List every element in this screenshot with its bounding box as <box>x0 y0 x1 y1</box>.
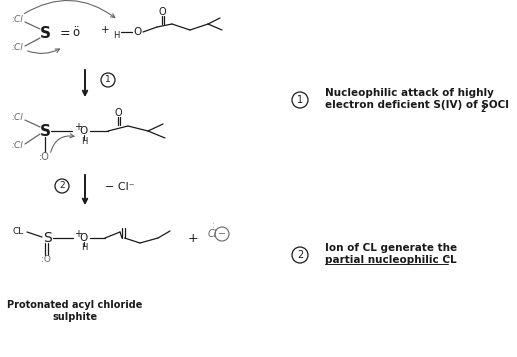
Text: CL: CL <box>12 227 24 236</box>
Text: +: + <box>74 229 82 239</box>
Text: − Cl⁻: − Cl⁻ <box>105 182 135 192</box>
Text: Protonated acyl chloride: Protonated acyl chloride <box>7 300 143 310</box>
Text: :Cl: :Cl <box>11 141 23 151</box>
Text: 2: 2 <box>59 181 65 191</box>
Text: +: + <box>74 122 82 132</box>
Text: +: + <box>188 231 199 245</box>
Text: O: O <box>134 27 142 37</box>
Text: S: S <box>39 26 51 41</box>
Text: :Cl: :Cl <box>11 44 23 52</box>
Text: S: S <box>43 231 52 245</box>
Text: Ion of CL generate the: Ion of CL generate the <box>325 243 457 253</box>
Text: O: O <box>80 233 88 243</box>
Text: :Cl: :Cl <box>11 15 23 25</box>
Text: electron deficient S(IV) of SOCl: electron deficient S(IV) of SOCl <box>325 100 509 110</box>
Text: O: O <box>114 108 122 118</box>
Text: 1: 1 <box>297 95 303 105</box>
Text: ⁻: ⁻ <box>445 256 450 265</box>
Text: H: H <box>113 30 119 40</box>
Text: +: + <box>101 25 109 35</box>
Text: :O: :O <box>39 152 50 162</box>
Text: :O: :O <box>41 256 51 265</box>
Text: :: : <box>211 221 213 231</box>
Text: 2: 2 <box>480 105 485 114</box>
Text: H: H <box>81 243 87 252</box>
Text: partial nucleophilic CL: partial nucleophilic CL <box>325 255 457 265</box>
Text: 2: 2 <box>297 250 303 260</box>
Text: ö: ö <box>72 26 80 40</box>
Text: H: H <box>81 136 87 146</box>
Text: S: S <box>39 124 51 139</box>
Text: =: = <box>59 27 70 40</box>
Text: O: O <box>158 7 166 17</box>
Text: :Cl: :Cl <box>11 114 23 122</box>
Text: −: − <box>218 229 226 239</box>
Text: sulphite: sulphite <box>52 312 98 322</box>
Text: Cl: Cl <box>207 229 217 239</box>
Text: O: O <box>80 126 88 136</box>
Text: Nucleophilic attack of highly: Nucleophilic attack of highly <box>325 88 494 98</box>
Text: 1: 1 <box>105 75 111 85</box>
